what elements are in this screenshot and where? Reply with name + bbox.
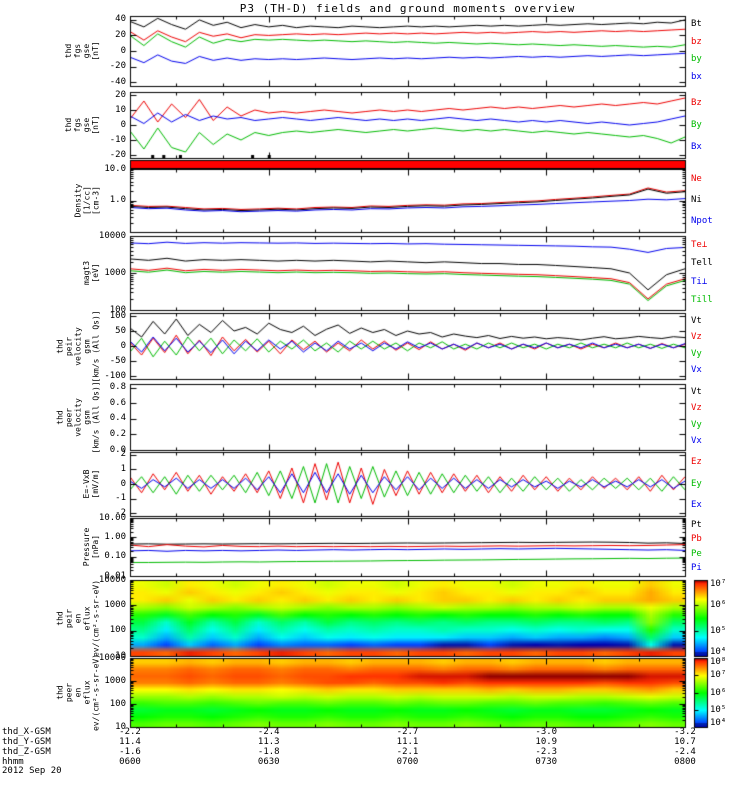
plot-title: P3 (TH-D) fields and ground moments over…	[239, 2, 576, 15]
